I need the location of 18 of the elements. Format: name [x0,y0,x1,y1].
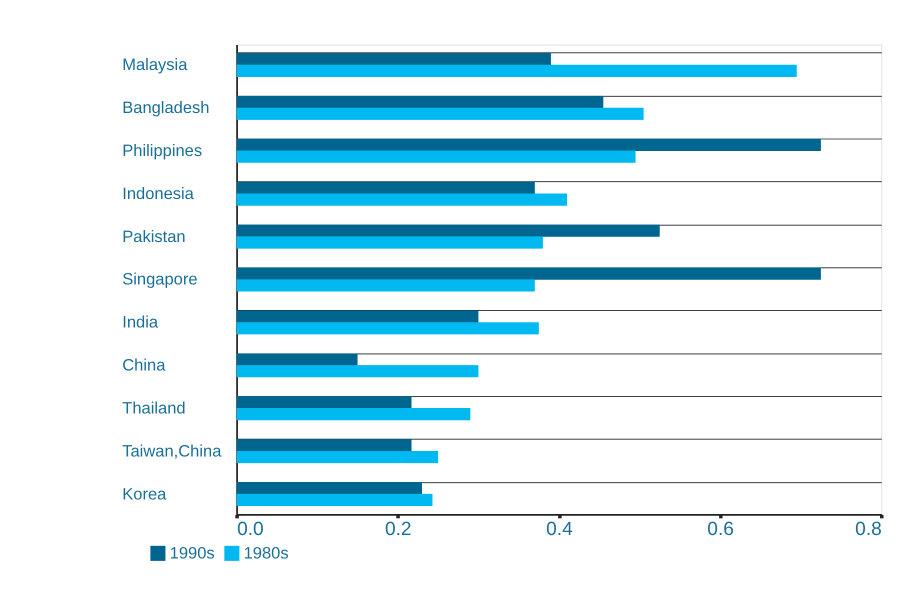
x-tick-label: 0.6 [707,518,734,540]
y-tick-label: India [122,312,159,332]
y-tick-label: Bangladesh [122,98,210,118]
x-tick-label: 0.4 [546,518,574,540]
y-tick-label: Singapore [122,270,198,289]
x-tick-label: 0.8 [855,518,882,540]
x-tick-label: 0.0 [237,518,264,540]
legend-label: 1980s [244,544,289,563]
x-tick-label: 0.2 [384,518,412,540]
y-tick-label: Korea [122,484,168,504]
y-tick-label: China [122,356,166,375]
y-tick-label: Philippines [122,141,202,160]
y-tick-label: Indonesia [122,184,195,203]
legend-label: 1990s [170,544,215,563]
y-tick-label: Taiwan,China [122,441,222,460]
y-tick-label: Malaysia [122,55,188,74]
y-tick-label: Pakistan [122,226,186,246]
y-tick-label: Thailand [122,398,186,418]
